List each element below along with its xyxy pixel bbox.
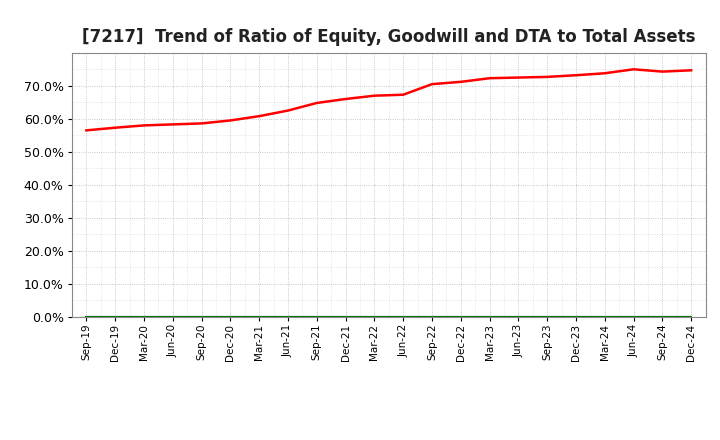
Goodwill xyxy=(255,314,264,319)
Line: Equity: Equity xyxy=(86,69,691,130)
Goodwill xyxy=(629,314,638,319)
Equity xyxy=(82,128,91,133)
Deferred Tax Assets xyxy=(226,314,235,319)
Deferred Tax Assets xyxy=(255,314,264,319)
Equity xyxy=(514,75,523,80)
Goodwill xyxy=(197,314,206,319)
Equity xyxy=(226,118,235,123)
Goodwill xyxy=(82,314,91,319)
Equity xyxy=(485,76,494,81)
Equity xyxy=(168,122,177,127)
Equity xyxy=(399,92,408,97)
Goodwill xyxy=(399,314,408,319)
Deferred Tax Assets xyxy=(658,314,667,319)
Deferred Tax Assets xyxy=(456,314,465,319)
Equity xyxy=(658,69,667,74)
Equity xyxy=(687,68,696,73)
Equity xyxy=(629,66,638,72)
Goodwill xyxy=(370,314,379,319)
Deferred Tax Assets xyxy=(197,314,206,319)
Equity xyxy=(111,125,120,130)
Deferred Tax Assets xyxy=(341,314,350,319)
Goodwill xyxy=(168,314,177,319)
Equity xyxy=(341,96,350,102)
Deferred Tax Assets xyxy=(514,314,523,319)
Goodwill xyxy=(111,314,120,319)
Deferred Tax Assets xyxy=(399,314,408,319)
Equity xyxy=(543,74,552,80)
Equity xyxy=(312,100,321,106)
Deferred Tax Assets xyxy=(485,314,494,319)
Goodwill xyxy=(456,314,465,319)
Deferred Tax Assets xyxy=(82,314,91,319)
Goodwill xyxy=(140,314,148,319)
Goodwill xyxy=(312,314,321,319)
Goodwill xyxy=(485,314,494,319)
Goodwill xyxy=(226,314,235,319)
Deferred Tax Assets xyxy=(284,314,292,319)
Equity xyxy=(284,108,292,113)
Deferred Tax Assets xyxy=(140,314,148,319)
Deferred Tax Assets xyxy=(111,314,120,319)
Equity xyxy=(255,114,264,119)
Goodwill xyxy=(600,314,609,319)
Goodwill xyxy=(572,314,580,319)
Equity xyxy=(197,121,206,126)
Deferred Tax Assets xyxy=(629,314,638,319)
Deferred Tax Assets xyxy=(572,314,580,319)
Goodwill xyxy=(284,314,292,319)
Goodwill xyxy=(341,314,350,319)
Equity xyxy=(140,123,148,128)
Goodwill xyxy=(687,314,696,319)
Deferred Tax Assets xyxy=(168,314,177,319)
Title: [7217]  Trend of Ratio of Equity, Goodwill and DTA to Total Assets: [7217] Trend of Ratio of Equity, Goodwil… xyxy=(82,28,696,46)
Equity xyxy=(370,93,379,98)
Deferred Tax Assets xyxy=(428,314,436,319)
Goodwill xyxy=(428,314,436,319)
Deferred Tax Assets xyxy=(687,314,696,319)
Goodwill xyxy=(543,314,552,319)
Goodwill xyxy=(514,314,523,319)
Deferred Tax Assets xyxy=(312,314,321,319)
Equity xyxy=(428,81,436,87)
Deferred Tax Assets xyxy=(543,314,552,319)
Equity xyxy=(456,79,465,84)
Goodwill xyxy=(658,314,667,319)
Deferred Tax Assets xyxy=(370,314,379,319)
Deferred Tax Assets xyxy=(600,314,609,319)
Equity xyxy=(600,70,609,76)
Equity xyxy=(572,73,580,78)
